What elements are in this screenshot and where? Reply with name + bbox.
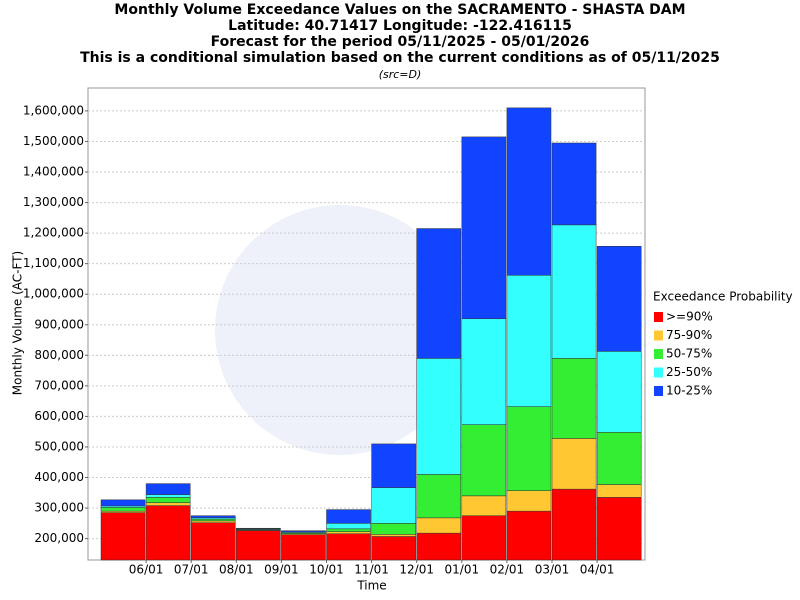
y-tick-label: 1,600,000	[23, 103, 84, 117]
bar-segment	[100, 512, 146, 561]
bar-segment	[100, 507, 146, 512]
x-tick-label: 02/01	[490, 563, 525, 577]
bar-segment	[371, 443, 416, 488]
bar-segment	[190, 520, 236, 523]
legend-label: 25-50%	[666, 365, 712, 379]
bar-segment	[596, 245, 642, 352]
legend-swatch	[654, 330, 663, 341]
bar-segment	[326, 531, 371, 534]
y-tick-label: 200,000	[34, 531, 84, 545]
bar-segment	[596, 351, 642, 433]
legend-swatch	[654, 312, 663, 322]
x-tick-label: 12/01	[399, 563, 434, 577]
bar-segment	[596, 497, 642, 561]
legend-label: 50-75%	[666, 347, 712, 361]
legend-label: >=90%	[666, 310, 713, 324]
bar-segment	[145, 505, 191, 561]
bar-segment	[281, 530, 326, 533]
y-tick-label: 700,000	[34, 378, 84, 392]
bar-segment	[371, 523, 416, 535]
bar-segment	[371, 534, 416, 537]
y-tick-label: 1,100,000	[23, 256, 84, 270]
legend-label: 10-25%	[666, 384, 712, 398]
x-axis-label: Time	[356, 579, 386, 593]
bar-segment	[145, 502, 191, 506]
bar-segment	[461, 495, 507, 516]
x-tick-label: 10/01	[309, 563, 344, 577]
bar-segment	[145, 483, 191, 495]
y-tick-label: 1,200,000	[23, 226, 84, 240]
x-tick-label: 03/01	[535, 563, 570, 577]
bar-segment	[371, 487, 416, 524]
x-tick-label: 06/01	[129, 563, 164, 577]
y-axis-label: Monthly Volume (AC-FT)	[11, 251, 25, 395]
bar-segment	[506, 490, 552, 512]
subtitle: Forecast for the period 05/11/2025 - 05/…	[211, 34, 590, 50]
x-tick-label: 09/01	[264, 563, 299, 577]
bar-segment	[506, 107, 552, 276]
y-tick-label: 1,000,000	[23, 287, 84, 301]
bar-segment	[281, 534, 326, 561]
x-tick-label: 11/01	[354, 563, 389, 577]
chart-title: Monthly Volume Exceedance Values on the …	[114, 2, 685, 18]
bar-segment	[100, 499, 146, 507]
bar-segment	[551, 488, 597, 561]
legend-label: 75-90%	[666, 328, 712, 342]
bar-segment	[326, 528, 371, 532]
bar-segment	[506, 510, 552, 561]
y-tick-label: 1,300,000	[23, 195, 84, 209]
bar-segment	[190, 522, 236, 561]
y-tick-label: 900,000	[34, 317, 84, 331]
bar-segment	[596, 484, 642, 498]
x-tick-label: 08/01	[219, 563, 254, 577]
bar-segment	[145, 497, 191, 503]
x-tick-label: 07/01	[174, 563, 209, 577]
bar-segment	[461, 318, 507, 425]
bar-segment	[551, 142, 597, 226]
bar-segment	[326, 523, 371, 530]
y-tick-label: 600,000	[34, 409, 84, 423]
bar-segment	[416, 358, 462, 475]
bar-segment	[371, 536, 416, 561]
bar-segment	[236, 527, 281, 530]
x-tick-label: 01/01	[445, 563, 480, 577]
bar-segment	[190, 515, 236, 519]
subtitle: This is a conditional simulation based o…	[80, 50, 720, 66]
bar-segment	[596, 432, 642, 485]
y-tick-label: 300,000	[34, 501, 84, 515]
y-tick-label: 1,400,000	[23, 165, 84, 179]
legend-swatch	[654, 367, 663, 378]
bar-segment	[551, 358, 597, 439]
y-tick-label: 400,000	[34, 470, 84, 484]
watermark	[215, 205, 465, 455]
legend-title: Exceedance Probability	[653, 290, 793, 304]
x-tick-label: 04/01	[580, 563, 615, 577]
bar-segment	[326, 533, 371, 561]
y-tick-label: 1,500,000	[23, 134, 84, 148]
bar-segment	[461, 136, 507, 319]
legend-swatch	[654, 386, 663, 396]
legend-swatch	[654, 349, 663, 359]
bar-segment	[236, 530, 281, 561]
bar-segment	[551, 438, 597, 490]
y-tick-label: 500,000	[34, 439, 84, 453]
bar-segment	[326, 509, 371, 524]
bar-segment	[416, 474, 462, 519]
bar-segment	[416, 517, 462, 534]
bar-segment	[506, 275, 552, 407]
y-tick-label: 800,000	[34, 348, 84, 362]
bar-segment	[506, 406, 552, 491]
bar-segment	[190, 518, 236, 522]
bar-segment	[145, 494, 191, 498]
bar-segment	[461, 424, 507, 497]
bar-segment	[416, 532, 462, 561]
subtitle: Latitude: 40.71417 Longitude: -122.41611…	[228, 18, 572, 34]
bar-segment	[551, 224, 597, 359]
bar-segment	[461, 515, 507, 561]
bar-segment	[416, 228, 462, 359]
source-note: (src=D)	[379, 68, 422, 81]
